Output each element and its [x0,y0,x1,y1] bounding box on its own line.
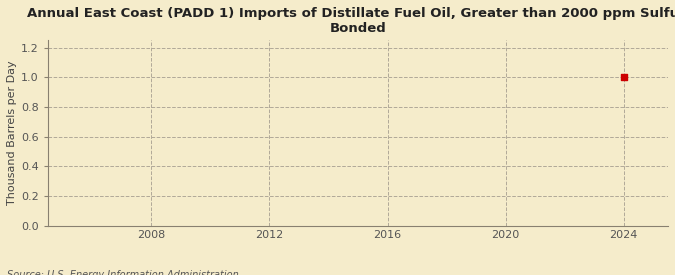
Point [618,75,629,79]
Text: Source: U.S. Energy Information Administration: Source: U.S. Energy Information Administ… [7,271,238,275]
Title: Annual East Coast (PADD 1) Imports of Distillate Fuel Oil, Greater than 2000 ppm: Annual East Coast (PADD 1) Imports of Di… [27,7,675,35]
Y-axis label: Thousand Barrels per Day: Thousand Barrels per Day [7,60,17,205]
